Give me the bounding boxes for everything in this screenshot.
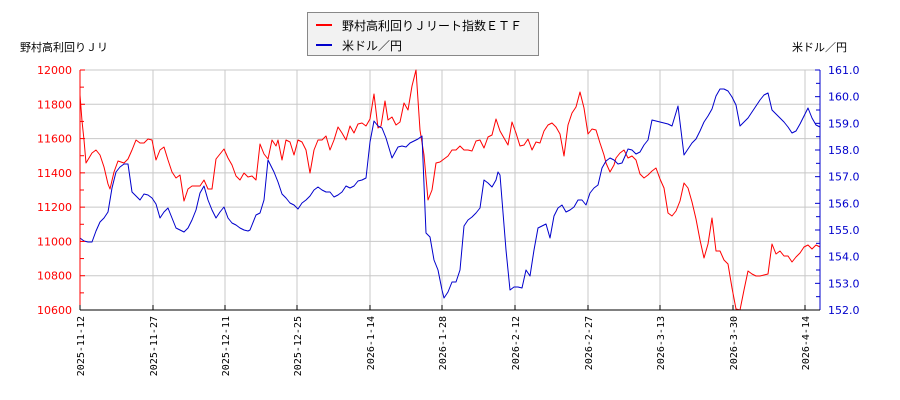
chart-legend: 野村高利回りＪリート指数ＥＴＦ 米ドル／円 [307, 12, 539, 56]
x-tick-label: 2025-11-27 [149, 316, 160, 376]
left-tick-label: 11400 [37, 167, 72, 180]
left-tick-label: 12000 [37, 64, 72, 77]
legend-label-jreit: 野村高利回りＪリート指数ＥＴＦ [342, 18, 523, 33]
left-tick-label: 11200 [37, 201, 72, 214]
legend-item-usdjpy: 米ドル／円 [316, 36, 402, 54]
right-tick-label: 156.0 [828, 197, 860, 210]
x-tick-label: 2025-11-12 [76, 316, 87, 376]
right-tick-label: 158.0 [828, 144, 860, 157]
x-tick-label: 2026-1-28 [438, 316, 449, 370]
left-tick-label: 10600 [37, 304, 72, 317]
right-tick-label: 152.0 [828, 304, 860, 317]
right-tick-label: 159.0 [828, 117, 860, 130]
series-usdjpy-line [79, 88, 821, 299]
right-tick-label: 154.0 [828, 251, 860, 264]
grid-lines [80, 69, 820, 310]
x-tick-label: 2025-12-11 [221, 316, 232, 376]
right-tick-label: 161.0 [828, 64, 860, 77]
series-jreit-line [79, 69, 821, 311]
right-tick-label: 160.0 [828, 91, 860, 104]
left-tick-label: 10800 [37, 270, 72, 283]
legend-swatch-red [316, 24, 332, 26]
legend-swatch-blue [316, 44, 332, 46]
right-tick-label: 153.0 [828, 277, 860, 290]
x-tick-label: 2025-12-25 [293, 316, 304, 376]
right-axis-title: 米ドル／円 [792, 41, 847, 54]
x-axis: 2025-11-12 2025-11-27 2025-12-11 2025-12-25… [76, 305, 820, 376]
x-tick-label: 2026-2-27 [584, 316, 595, 370]
left-y-axis: 10600 10800 11000 11200 11400 11600 11800 12000 [37, 64, 85, 317]
left-tick-label: 11600 [37, 133, 72, 146]
right-tick-label: 157.0 [828, 171, 860, 184]
right-y-axis: 152.0 153.0 154.0 155.0 156.0 157.0 158.0 159.0… [815, 64, 860, 317]
left-axis-title: 野村高利回りＪリ [20, 41, 108, 54]
x-tick-label: 2026-2-12 [511, 316, 522, 370]
legend-item-jreit: 野村高利回りＪリート指数ＥＴＦ [316, 16, 522, 34]
x-tick-label: 2026-3-30 [729, 316, 740, 370]
left-tick-label: 11000 [37, 235, 72, 248]
x-tick-label: 2026-3-13 [656, 316, 667, 370]
right-tick-label: 155.0 [828, 224, 860, 237]
left-tick-label: 11800 [37, 98, 72, 111]
legend-label-usdjpy: 米ドル／円 [342, 38, 403, 53]
x-tick-label: 2026-1-14 [366, 316, 377, 370]
x-tick-label: 2026-4-14 [801, 316, 812, 370]
